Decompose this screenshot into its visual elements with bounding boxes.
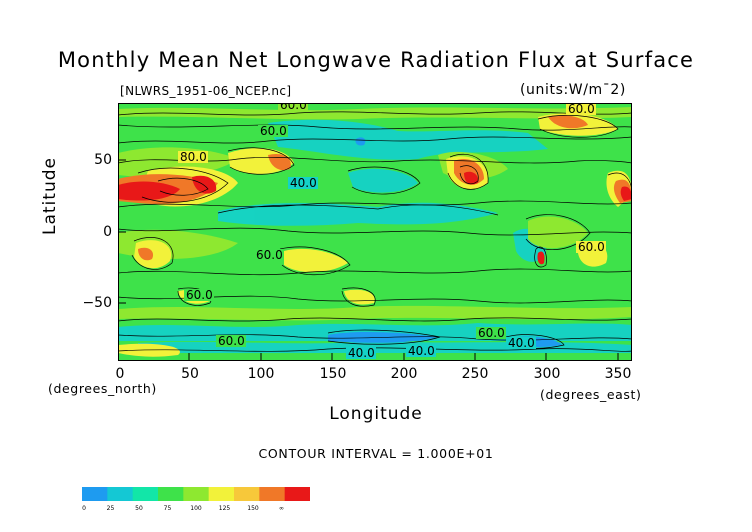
red-regions: [118, 171, 632, 265]
x-tick-label: 50: [181, 366, 199, 382]
contour-label: 60.0: [280, 103, 307, 112]
colorbar-swatch: [158, 487, 184, 501]
colorbar-label: 125: [218, 505, 231, 512]
orange-asia-north: [268, 153, 291, 171]
contour-label: 60.0: [578, 240, 605, 254]
orange-south: [138, 247, 154, 261]
contour-labels: 60.0 60.0 80.0 40.0 60.0 60.0 60.0 40.0 …: [178, 103, 606, 360]
colorbar-label: 100: [190, 505, 202, 512]
red-arabia: [192, 175, 217, 194]
contour-label: 60.0: [256, 248, 283, 262]
x-tick-label: 150: [319, 366, 347, 382]
contour-label: 60.0: [260, 124, 287, 138]
light-green-southern-band: [118, 305, 632, 321]
y-tick-label: −50: [82, 295, 112, 311]
light-green-north-band: [118, 107, 632, 120]
axis-ticks: [118, 159, 619, 361]
dataset-filename: [NLWRS_1951-06_NCEP.nc]: [120, 84, 292, 98]
contour-interval-label: CONTOUR INTERVAL = 1.000E+01: [258, 446, 494, 461]
x-tick-label: 0: [115, 366, 125, 382]
colorbar-label: 150: [247, 505, 259, 512]
colorbar-swatch: [234, 487, 260, 501]
colorbar-label: 0: [82, 505, 86, 512]
colorbar-label: 75: [163, 505, 172, 512]
colorbar-swatch: [259, 487, 286, 501]
contour-label: 40.0: [290, 176, 317, 190]
x-tick-label: 100: [247, 366, 275, 382]
colorbar-swatch: [284, 487, 310, 501]
yellow-australia: [284, 248, 348, 273]
colorbar: [82, 487, 310, 501]
y-axis-unit: (degrees_north): [48, 381, 157, 396]
map-title: Monthly Mean Net Longwave Radiation Flux…: [57, 48, 695, 72]
red-sahara: [118, 181, 180, 201]
contour-label: 40.0: [508, 336, 535, 350]
colorbar-swatch: [107, 487, 134, 501]
red-south-america: [537, 251, 545, 265]
colorbar-swatch: [82, 487, 108, 501]
cyan-band-north-pacific: [268, 119, 548, 160]
colorbar-label: 25: [106, 505, 115, 512]
x-tick-label: 300: [533, 366, 561, 382]
light-green-south-america: [528, 216, 588, 249]
colorbar-swatch: [208, 487, 235, 501]
orange-northeast: [548, 115, 588, 129]
x-axis-unit: (degrees_east): [540, 387, 642, 402]
units-label: (units:W/m¯2): [520, 82, 626, 98]
colorbar-swatch: [132, 487, 159, 501]
colorbar-label: ∞: [279, 505, 284, 512]
contour-label: 60.0: [186, 288, 213, 302]
cyan-patch-atlantic: [348, 168, 418, 193]
y-tick-label: 50: [94, 152, 112, 168]
red-west-america: [464, 171, 479, 185]
cyan-band-equatorial: [218, 202, 498, 226]
y-axis-title: Latitude: [40, 157, 60, 235]
contour-label: 60.0: [218, 334, 245, 348]
contour-label: 40.0: [408, 344, 435, 358]
x-tick-label: 350: [604, 366, 632, 382]
y-tick-label: 0: [103, 224, 112, 240]
x-axis-title: Longitude: [329, 404, 423, 424]
x-tick-label: 250: [461, 366, 489, 382]
contour-label: 60.0: [478, 326, 505, 340]
contour-lines: [118, 111, 632, 352]
contour-label: 40.0: [348, 346, 375, 360]
contour-label: 80.0: [180, 150, 207, 164]
colorbar-label: 50: [135, 505, 143, 512]
blue-patch-1: [355, 137, 366, 146]
red-east-edge: [620, 186, 632, 201]
colorbar-swatch: [183, 487, 210, 501]
x-tick-label: 200: [390, 366, 418, 382]
contour-map-plot: 60.0 60.0 80.0 40.0 60.0 60.0 60.0 40.0 …: [118, 103, 632, 361]
contour-label: 60.0: [568, 103, 595, 116]
